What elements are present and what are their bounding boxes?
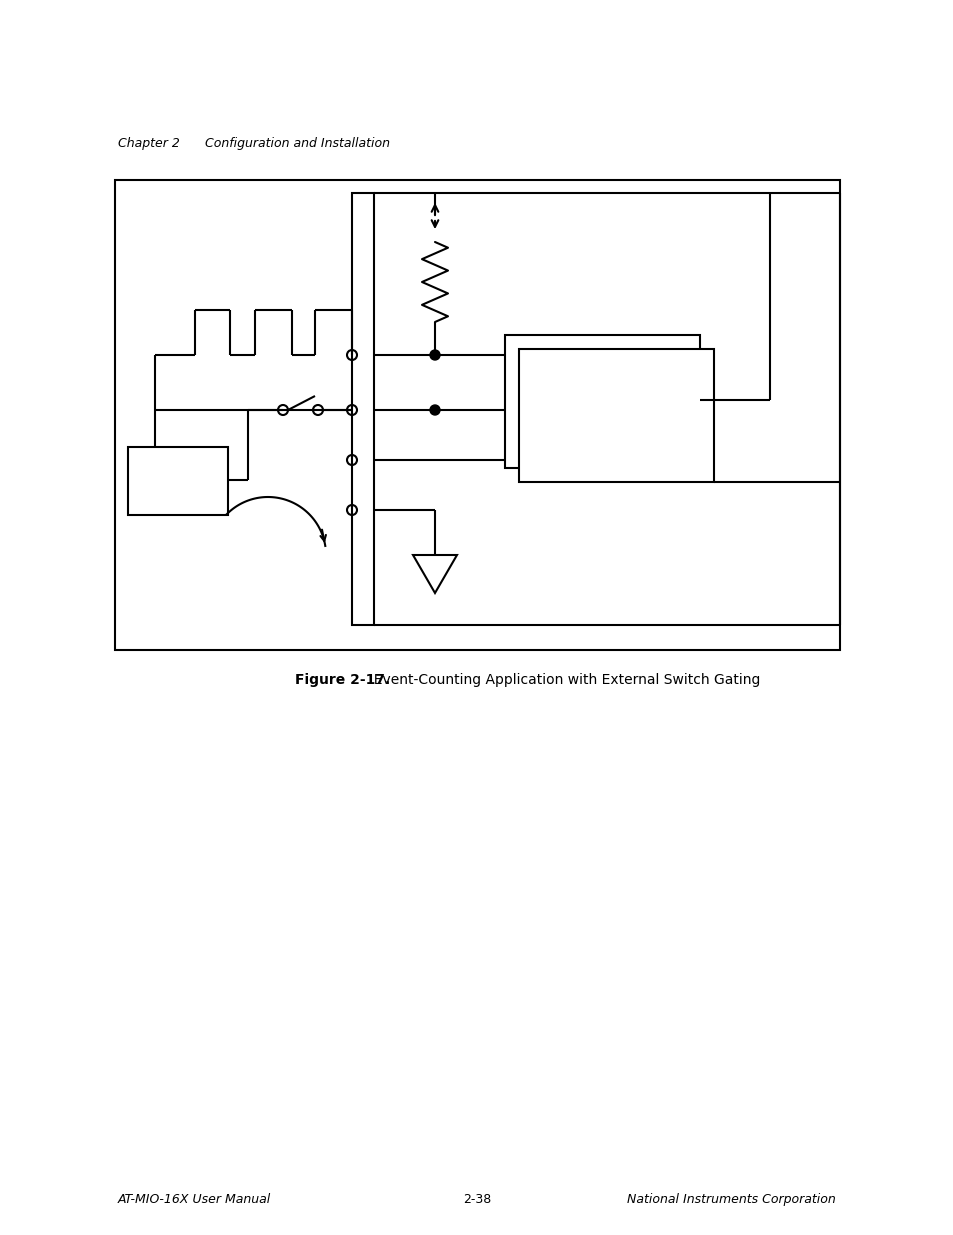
- Bar: [518, 350, 713, 482]
- Bar: [504, 335, 700, 468]
- Text: Event-Counting Application with External Switch Gating: Event-Counting Application with External…: [365, 673, 760, 687]
- Text: National Instruments Corporation: National Instruments Corporation: [626, 1193, 835, 1207]
- Circle shape: [430, 405, 439, 415]
- Text: Configuration and Installation: Configuration and Installation: [205, 137, 390, 149]
- Text: Chapter 2: Chapter 2: [118, 137, 180, 149]
- Text: 2-38: 2-38: [462, 1193, 491, 1207]
- Circle shape: [430, 350, 439, 359]
- Text: Figure 2-17.: Figure 2-17.: [294, 673, 390, 687]
- Bar: [352, 193, 374, 625]
- Bar: [115, 180, 840, 650]
- Text: AT-MIO-16X User Manual: AT-MIO-16X User Manual: [118, 1193, 271, 1207]
- Bar: [128, 447, 228, 515]
